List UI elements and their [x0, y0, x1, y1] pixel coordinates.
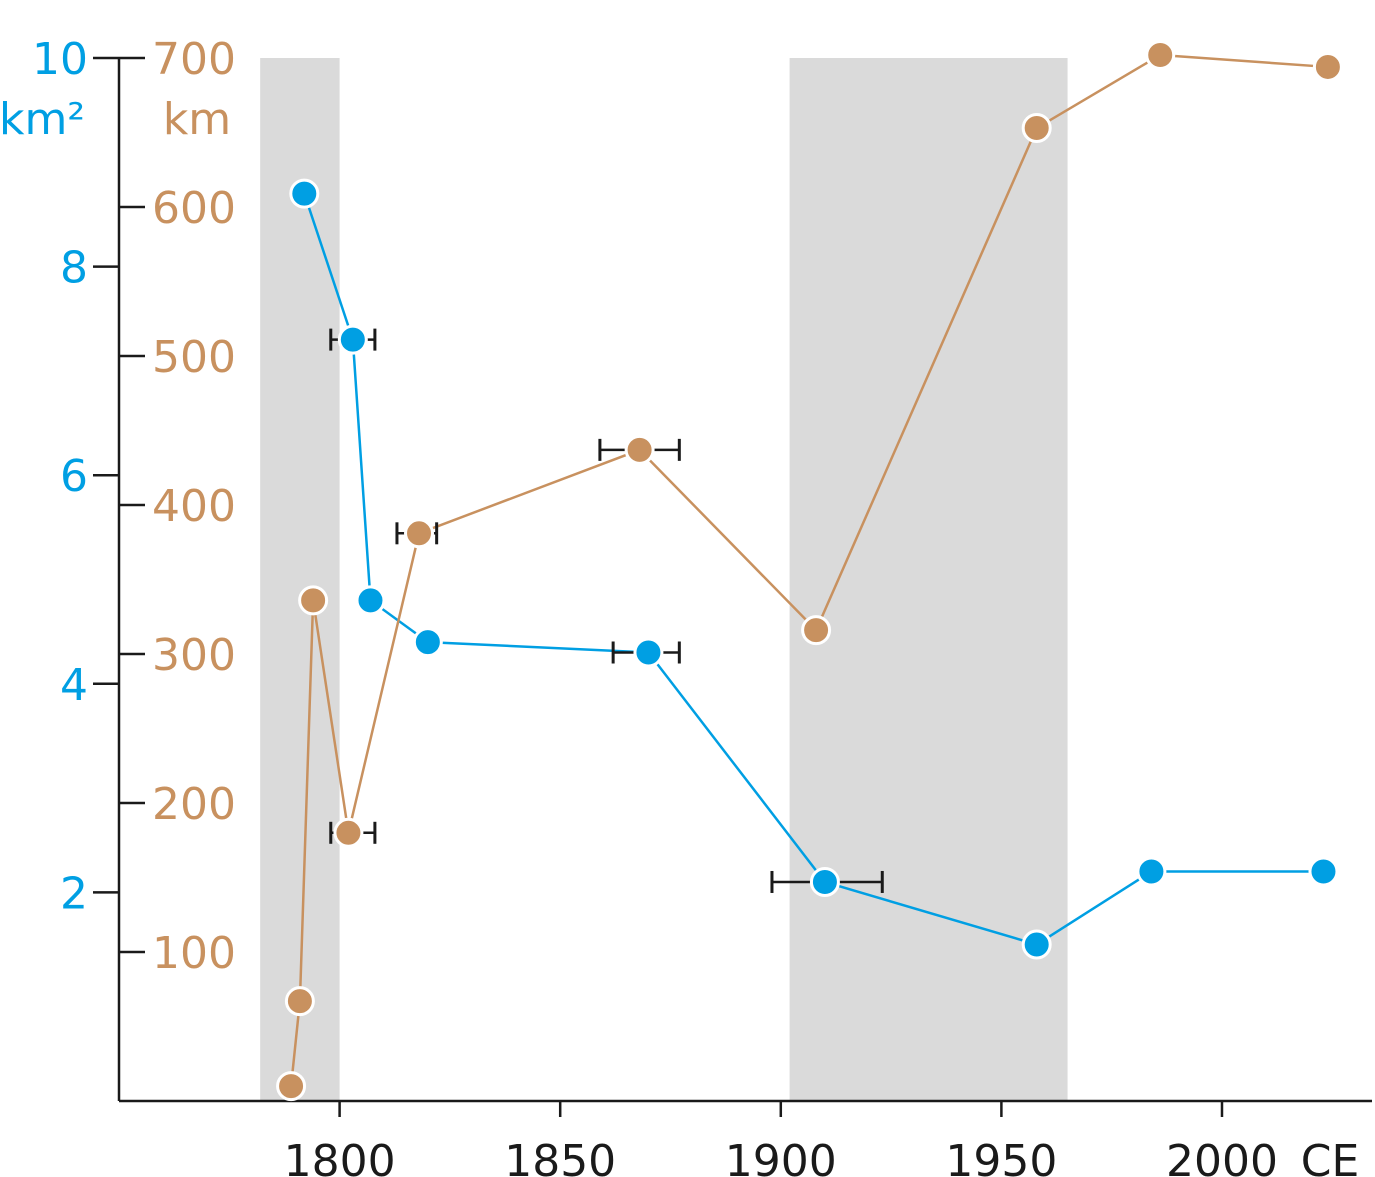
series-points: [276, 40, 1343, 1102]
data-point-right-4: [404, 518, 435, 549]
data-point-right-7: [1021, 113, 1052, 144]
data-point-right-8: [1145, 40, 1176, 71]
data-point-right-3: [333, 817, 364, 848]
axes: [93, 56, 1372, 1117]
left-tick-label-8: 8: [60, 243, 88, 294]
right-unit-label: km: [163, 94, 231, 145]
x-tick-label-2000: 2000: [1166, 1136, 1278, 1177]
data-point-left-7: [1136, 856, 1167, 887]
right-tick-label-700: 700: [152, 34, 236, 85]
left-tick-label-4: 4: [60, 660, 88, 711]
data-point-left-4: [633, 637, 664, 668]
right-tick-label-100: 100: [152, 928, 236, 979]
data-point-right-6: [801, 615, 832, 646]
data-point-left-2: [355, 585, 386, 616]
axis-labels: 1800 1850 1900 1950 2000 CE 2 4 6 8 10 km² 100 200 300…: [0, 34, 1359, 1177]
right-tick-label-600: 600: [152, 183, 236, 234]
shaded-period-1: [789, 58, 1068, 1101]
data-point-left-3: [412, 627, 443, 658]
data-point-left-5: [809, 866, 840, 897]
data-point-right-5: [624, 434, 655, 465]
shaded-periods: [260, 58, 1068, 1101]
right-tick-label-300: 300: [152, 630, 236, 681]
right-tick-label-500: 500: [152, 332, 236, 383]
x-unit-label: CE: [1301, 1136, 1360, 1177]
left-tick-label-6: 6: [60, 451, 88, 502]
data-point-left-8: [1308, 856, 1339, 887]
data-point-left-0: [289, 178, 320, 209]
x-tick-label-1950: 1950: [945, 1136, 1057, 1177]
x-tick-label-1800: 1800: [284, 1136, 396, 1177]
data-point-right-2: [298, 585, 329, 616]
data-point-right-1: [284, 986, 315, 1017]
data-point-right-0: [276, 1071, 307, 1102]
shaded-period-0: [260, 58, 340, 1101]
x-tick-label-1900: 1900: [725, 1136, 837, 1177]
left-tick-label-2: 2: [60, 868, 88, 919]
data-point-left-6: [1021, 929, 1052, 960]
x-tick-label-1850: 1850: [504, 1136, 616, 1177]
left-tick-label-10: 10: [32, 34, 88, 85]
right-tick-label-200: 200: [152, 779, 236, 830]
series-right-line: [289, 53, 1328, 1087]
data-point-right-9: [1312, 51, 1343, 82]
left-unit-label: km²: [0, 94, 85, 145]
data-point-left-1: [337, 324, 368, 355]
right-tick-label-400: 400: [152, 481, 236, 532]
